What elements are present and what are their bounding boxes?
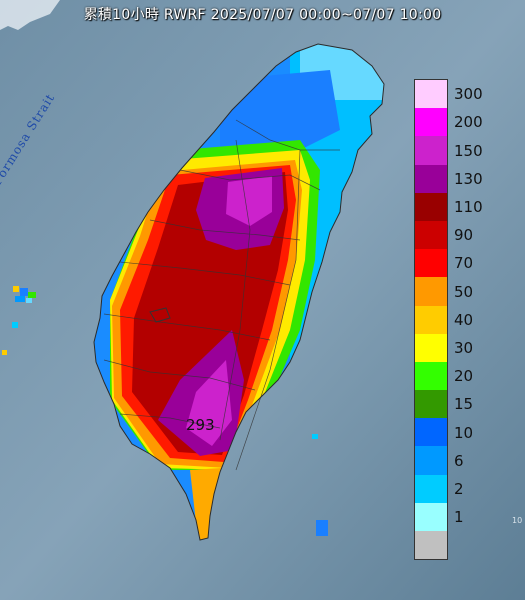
legend-label: 200 xyxy=(454,113,483,132)
max-rainfall-label: 293 xyxy=(186,416,215,434)
map-title: 累積10小時 RWRF 2025/07/07 00:00~07/07 10:00 xyxy=(83,7,442,23)
legend-swatch xyxy=(415,136,447,165)
legend-label: 110 xyxy=(454,197,483,216)
penghu-islands xyxy=(2,286,36,355)
legend-label: 50 xyxy=(454,282,474,301)
green-island-orchid-island xyxy=(312,434,328,536)
legend-label: 6 xyxy=(454,451,464,470)
legend-swatch xyxy=(415,277,447,306)
legend-label: 20 xyxy=(454,367,474,386)
zone-magenta-south xyxy=(186,360,232,446)
legend-label: 130 xyxy=(454,169,483,188)
legend-swatch xyxy=(415,333,447,362)
legend-label: 90 xyxy=(454,226,474,245)
legend-swatch xyxy=(415,305,447,334)
legend-swatch xyxy=(415,80,447,109)
legend-swatch xyxy=(415,390,447,419)
legend-label: 300 xyxy=(454,85,483,104)
legend-label: 40 xyxy=(454,310,474,329)
county-outline-small xyxy=(149,307,171,323)
legend-swatch xyxy=(415,446,447,475)
legend-swatch xyxy=(415,474,447,503)
legend-swatch xyxy=(415,418,447,447)
legend-label: 1 xyxy=(454,508,464,527)
china-coast-clouds xyxy=(0,0,60,30)
legend-label: 10 xyxy=(454,423,474,442)
legend-label: 70 xyxy=(454,254,474,273)
legend-swatch xyxy=(415,531,447,560)
legend-label: 30 xyxy=(454,338,474,357)
legend-swatch xyxy=(415,164,447,193)
legend-swatch xyxy=(415,108,447,137)
corner-label: 10 xyxy=(512,516,523,525)
legend-swatch xyxy=(415,361,447,391)
legend-swatch xyxy=(415,249,447,278)
color-legend xyxy=(414,79,448,561)
legend-swatch xyxy=(415,192,447,221)
legend-swatch xyxy=(415,220,447,250)
county-boundaries xyxy=(103,119,340,471)
legend-label: 2 xyxy=(454,479,464,498)
legend-swatch xyxy=(415,502,447,531)
zone-magenta-north xyxy=(226,176,272,226)
legend-label: 150 xyxy=(454,141,483,160)
legend-label: 15 xyxy=(454,395,474,414)
